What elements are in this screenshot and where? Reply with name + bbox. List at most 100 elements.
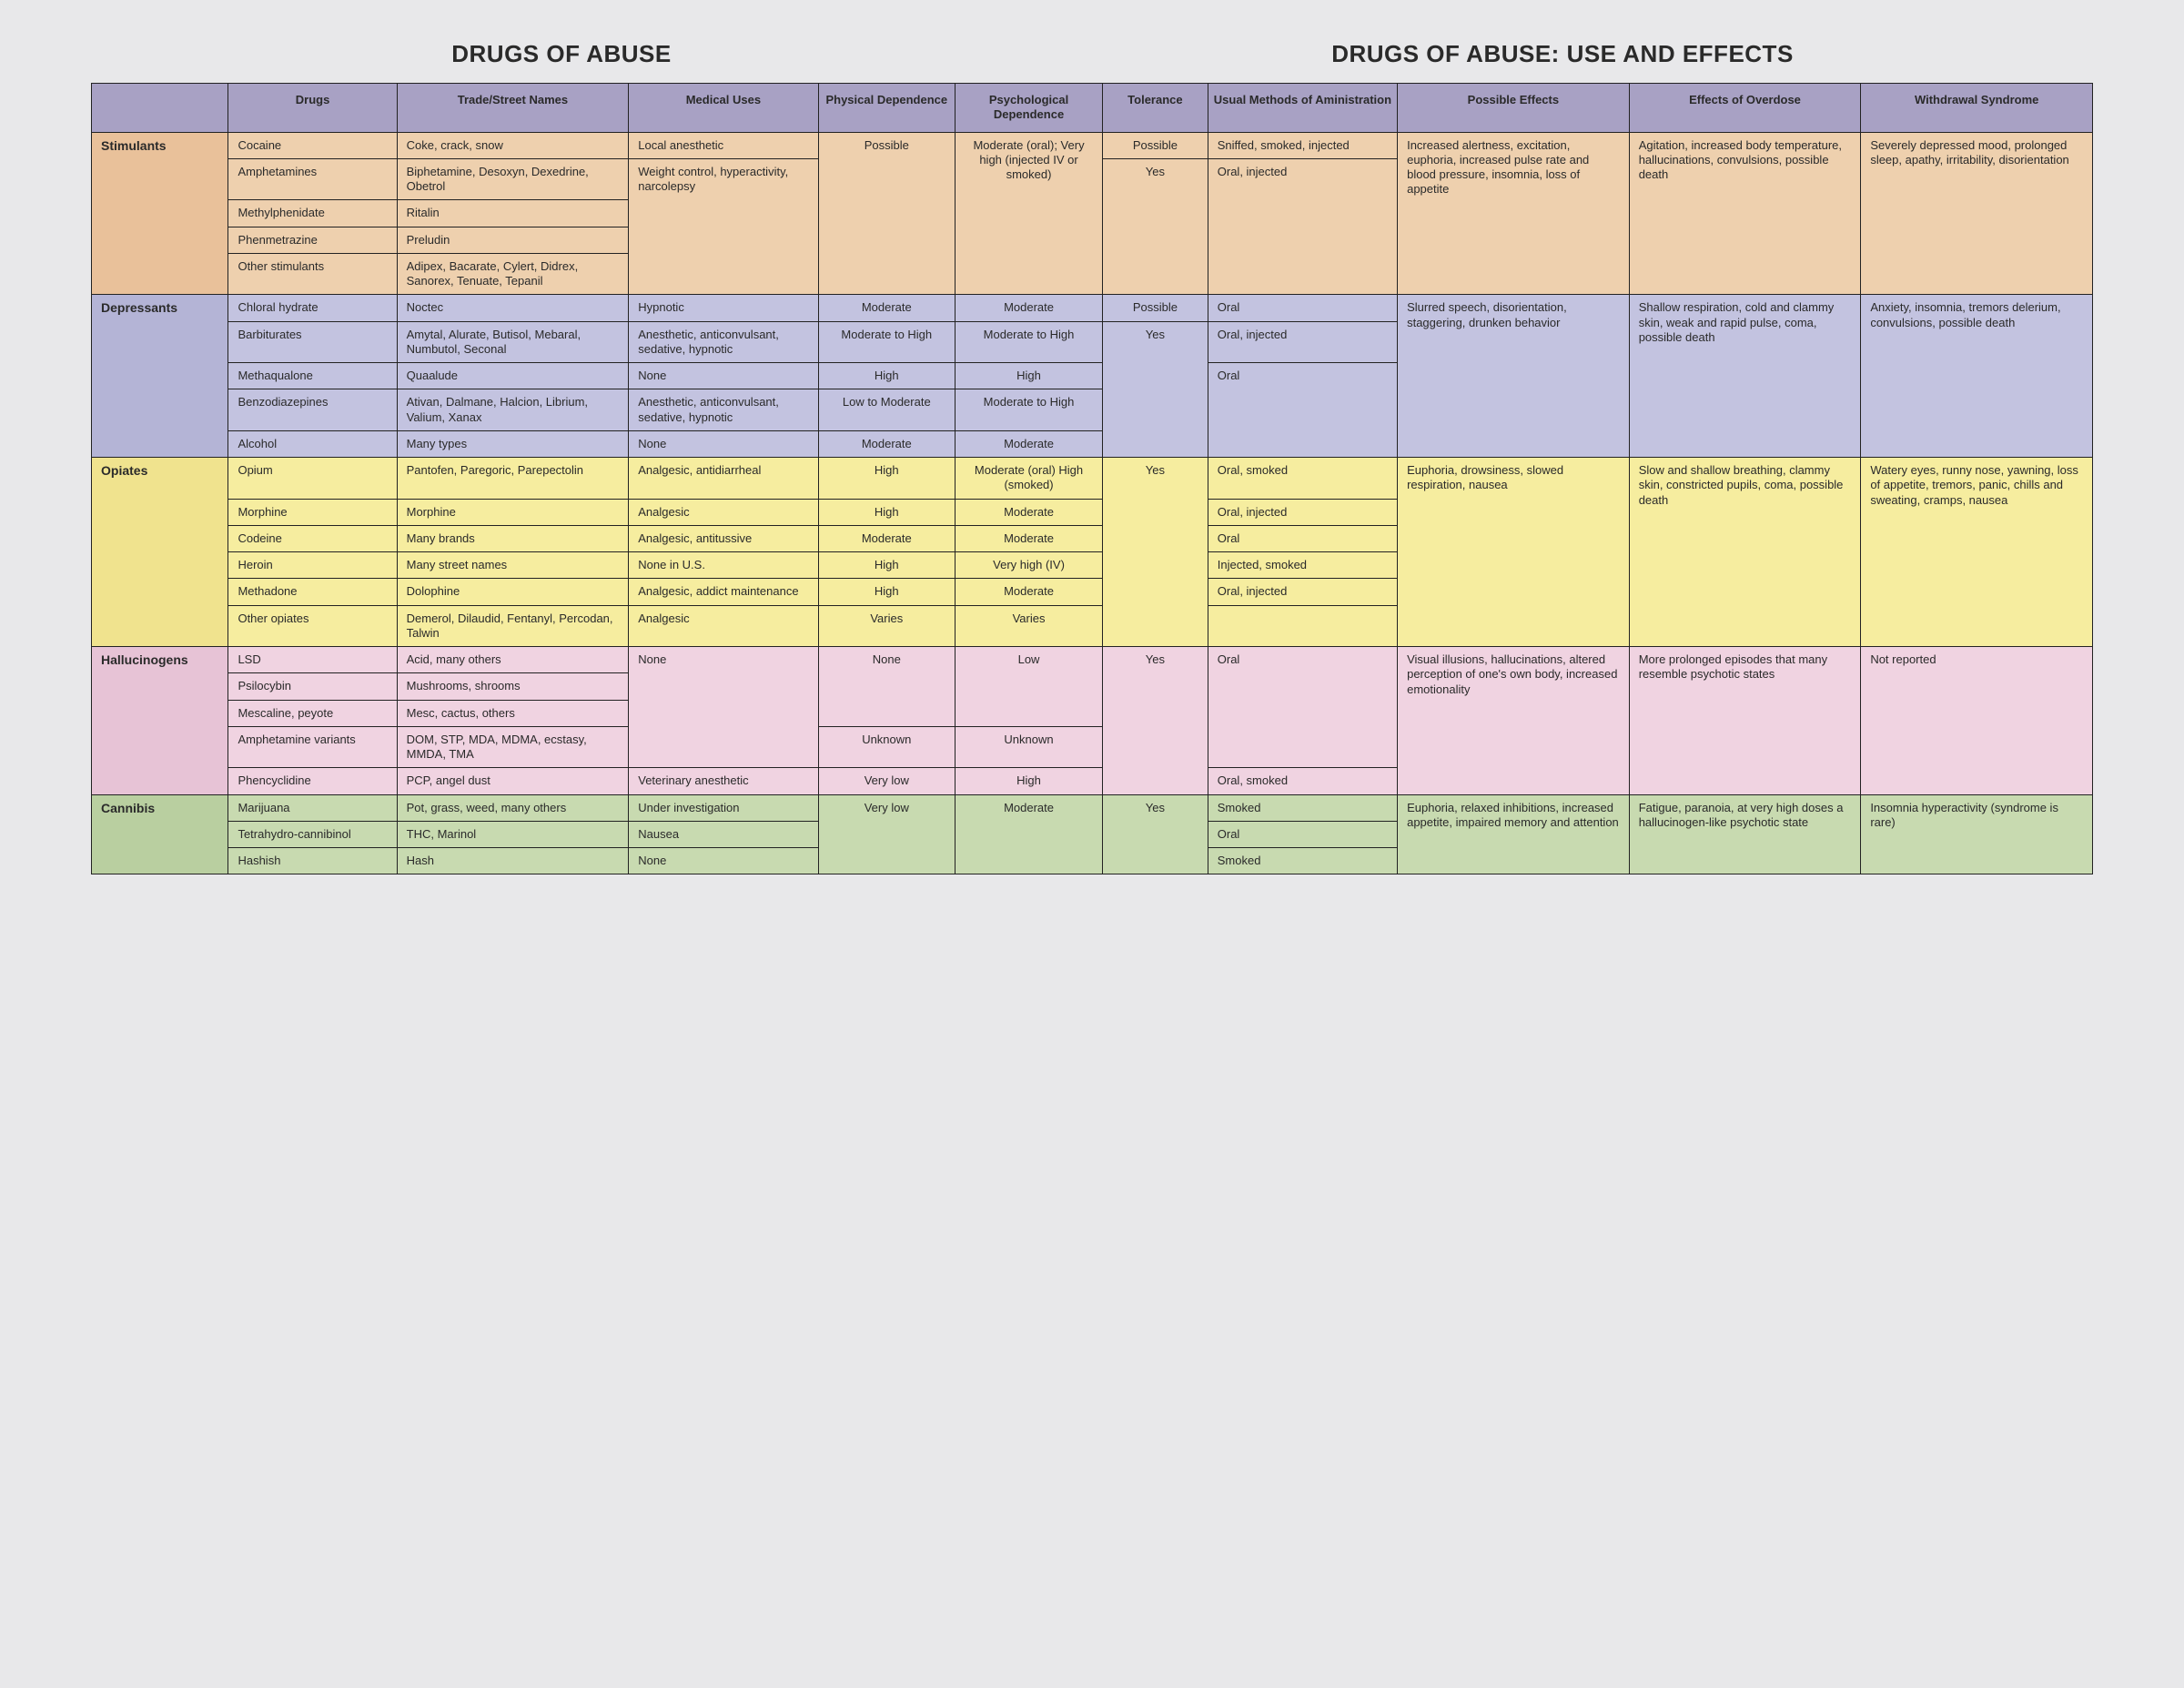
medical-uses: None bbox=[629, 363, 818, 389]
psych-dep: Moderate to High bbox=[956, 321, 1103, 363]
drug-name: LSD bbox=[228, 647, 397, 673]
table-row: HallucinogensLSDAcid, many othersNoneNon… bbox=[92, 647, 2093, 673]
physical-dep: High bbox=[818, 579, 955, 605]
admin-method: Oral bbox=[1208, 647, 1397, 768]
title-right: DRUGS OF ABUSE: USE AND EFFECTS bbox=[1032, 36, 2093, 77]
drug-name: Other stimulants bbox=[228, 253, 397, 295]
physical-dep: Very low bbox=[818, 794, 955, 874]
drug-name: Phencyclidine bbox=[228, 768, 397, 794]
medical-uses: Anesthetic, anticonvulsant, sedative, hy… bbox=[629, 389, 818, 431]
trade-names: Acid, many others bbox=[397, 647, 629, 673]
admin-method: Injected, smoked bbox=[1208, 552, 1397, 579]
admin-method: Oral bbox=[1208, 363, 1397, 458]
drug-name: Methadone bbox=[228, 579, 397, 605]
withdrawal: Watery eyes, runny nose, yawning, loss o… bbox=[1861, 458, 2093, 647]
psych-dep: Moderate bbox=[956, 579, 1103, 605]
drug-name: Tetrahydro-cannibinol bbox=[228, 821, 397, 847]
medical-uses: Hypnotic bbox=[629, 295, 818, 321]
trade-names: Ritalin bbox=[397, 200, 629, 227]
admin-method: Smoked bbox=[1208, 848, 1397, 874]
withdrawal: Severely depressed mood, prolonged sleep… bbox=[1861, 132, 2093, 295]
psych-dep: Unknown bbox=[956, 726, 1103, 768]
medical-uses: Analgesic bbox=[629, 499, 818, 525]
physical-dep: High bbox=[818, 458, 955, 500]
trade-names: Coke, crack, snow bbox=[397, 132, 629, 158]
trade-names: Amytal, Alurate, Butisol, Mebaral, Numbu… bbox=[397, 321, 629, 363]
category-label: Stimulants bbox=[92, 132, 228, 295]
physical-dep: Varies bbox=[818, 605, 955, 647]
psych-dep: Very high (IV) bbox=[956, 552, 1103, 579]
tolerance: Possible bbox=[1103, 132, 1208, 158]
physical-dep: Low to Moderate bbox=[818, 389, 955, 431]
table-row: OpiatesOpiumPantofen, Paregoric, Parepec… bbox=[92, 458, 2093, 500]
trade-names: Quaalude bbox=[397, 363, 629, 389]
tolerance: Yes bbox=[1103, 794, 1208, 874]
drug-name: Phenmetrazine bbox=[228, 227, 397, 253]
admin-method: Oral, injected bbox=[1208, 321, 1397, 363]
medical-uses: Local anesthetic bbox=[629, 132, 818, 158]
psych-dep: Moderate bbox=[956, 499, 1103, 525]
trade-names: Pantofen, Paregoric, Parepectolin bbox=[397, 458, 629, 500]
trade-names: Many street names bbox=[397, 552, 629, 579]
physical-dep: Unknown bbox=[818, 726, 955, 768]
trade-names: Ativan, Dalmane, Halcion, Librium, Valiu… bbox=[397, 389, 629, 431]
col-header: Withdrawal Syndrome bbox=[1861, 84, 2093, 133]
possible-effects: Euphoria, drowsiness, slowed respiration… bbox=[1398, 458, 1630, 647]
tolerance: Yes bbox=[1103, 647, 1208, 795]
title-left: DRUGS OF ABUSE bbox=[91, 36, 1032, 77]
trade-names: Mesc, cactus, others bbox=[397, 700, 629, 726]
admin-method: Smoked bbox=[1208, 794, 1397, 821]
col-header: Usual Methods of Aministration bbox=[1208, 84, 1397, 133]
category-label: Depressants bbox=[92, 295, 228, 458]
table-row: StimulantsCocaineCoke, crack, snowLocal … bbox=[92, 132, 2093, 158]
col-header: Physical Dependence bbox=[818, 84, 955, 133]
admin-method: Oral, injected bbox=[1208, 499, 1397, 525]
physical-dep: Possible bbox=[818, 132, 955, 295]
medical-uses: Anesthetic, anticonvulsant, sedative, hy… bbox=[629, 321, 818, 363]
trade-names: Mushrooms, shrooms bbox=[397, 673, 629, 700]
trade-names: Many types bbox=[397, 430, 629, 457]
col-header: Medical Uses bbox=[629, 84, 818, 133]
medical-uses: Analgesic, antitussive bbox=[629, 525, 818, 551]
psych-dep: Moderate to High bbox=[956, 389, 1103, 431]
table-header: DrugsTrade/Street NamesMedical UsesPhysi… bbox=[92, 84, 2093, 133]
admin-method: Sniffed, smoked, injected bbox=[1208, 132, 1397, 158]
psych-dep: Moderate bbox=[956, 430, 1103, 457]
withdrawal: Not reported bbox=[1861, 647, 2093, 795]
psych-dep: Moderate bbox=[956, 295, 1103, 321]
physical-dep: High bbox=[818, 363, 955, 389]
physical-dep: None bbox=[818, 647, 955, 727]
physical-dep: High bbox=[818, 499, 955, 525]
drugs-table: DrugsTrade/Street NamesMedical UsesPhysi… bbox=[91, 83, 2093, 874]
trade-names: Biphetamine, Desoxyn, Dexedrine, Obetrol bbox=[397, 158, 629, 200]
drug-name: Benzodiazepines bbox=[228, 389, 397, 431]
psych-dep: Varies bbox=[956, 605, 1103, 647]
tolerance: Yes bbox=[1103, 458, 1208, 647]
psych-dep: High bbox=[956, 768, 1103, 794]
drug-name: Heroin bbox=[228, 552, 397, 579]
table-row: CannibisMarijuanaPot, grass, weed, many … bbox=[92, 794, 2093, 821]
psych-dep: Moderate (oral); Very high (injected IV … bbox=[956, 132, 1103, 295]
category-label: Cannibis bbox=[92, 794, 228, 874]
trade-names: Preludin bbox=[397, 227, 629, 253]
possible-effects: Increased alertness, excitation, euphori… bbox=[1398, 132, 1630, 295]
title-bar: DRUGS OF ABUSE DRUGS OF ABUSE: USE AND E… bbox=[91, 36, 2093, 77]
admin-method: Oral, injected bbox=[1208, 579, 1397, 605]
admin-method bbox=[1208, 605, 1397, 647]
drug-name: Barbiturates bbox=[228, 321, 397, 363]
admin-method: Oral, injected bbox=[1208, 158, 1397, 295]
category-label: Hallucinogens bbox=[92, 647, 228, 795]
col-header: Possible Effects bbox=[1398, 84, 1630, 133]
drug-name: Marijuana bbox=[228, 794, 397, 821]
psych-dep: Moderate bbox=[956, 794, 1103, 874]
tolerance: Possible bbox=[1103, 295, 1208, 321]
col-header: Psychological Dependence bbox=[956, 84, 1103, 133]
physical-dep: Moderate bbox=[818, 295, 955, 321]
drug-name: Cocaine bbox=[228, 132, 397, 158]
medical-uses: None bbox=[629, 848, 818, 874]
medical-uses: Under investigation bbox=[629, 794, 818, 821]
drug-name: Opium bbox=[228, 458, 397, 500]
drug-name: Alcohol bbox=[228, 430, 397, 457]
medical-uses: Analgesic, antidiarrheal bbox=[629, 458, 818, 500]
medical-uses: None bbox=[629, 430, 818, 457]
